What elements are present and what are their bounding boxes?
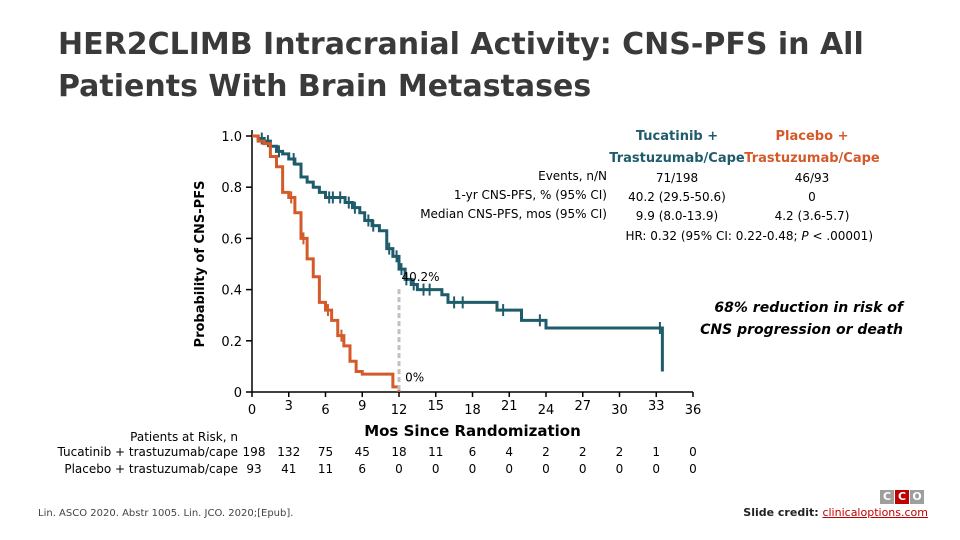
x-tick-label: 3 (285, 399, 293, 414)
risk-count: 0 (652, 462, 660, 476)
risk-count: 2 (542, 445, 550, 459)
risk-count: 0 (579, 462, 587, 476)
placebo-12mo-label: 0% (405, 371, 424, 385)
risk-count: 4 (505, 445, 513, 459)
stats-tucatinib-value: 9.9 (8.0-13.9) (636, 209, 718, 223)
risk-count: 75 (318, 445, 333, 459)
y-tick-label: 0.2 (221, 335, 242, 350)
tucatinib-header: Tucatinib + (636, 129, 718, 144)
slide-credit: Slide credit: clinicaloptions.com (743, 506, 928, 519)
risk-count: 0 (432, 462, 440, 476)
risk-table-header: Patients at Risk, n (130, 430, 238, 444)
y-axis-label: Probability of CNS-PFS (193, 181, 208, 348)
x-tick-label: 30 (611, 403, 628, 418)
x-axis-label: Mos Since Randomization (364, 422, 581, 440)
tucatinib-12mo-label: 40.2% (401, 270, 439, 284)
logo-letter-3: O (910, 490, 924, 504)
chart-axes: 00.20.40.60.81.00 3 6 9 12 15 18 21 24 27 30 33 36Mo… (193, 130, 701, 440)
credit-label: Slide credit: (743, 506, 823, 519)
risk-count: 2 (579, 445, 587, 459)
logo-letter-2: C (895, 490, 909, 504)
risk-count: 0 (542, 462, 550, 476)
risk-count: 0 (395, 462, 403, 476)
page-title: HER2CLIMB Intracranial Activity: CNS-PFS… (58, 27, 864, 104)
risk-reduction-text: 68% reduction in risk of (714, 300, 904, 316)
stats-row-label: Events, n/N (538, 169, 607, 183)
x-tick-label: 0 (248, 403, 256, 418)
x-tick-label: 24 (538, 403, 555, 418)
x-tick-label: 12 (391, 403, 408, 418)
risk-count: 93 (246, 462, 261, 476)
logo-letter-1: C (880, 490, 894, 504)
risk-count: 2 (616, 445, 624, 459)
chart-annotations: 40.2% 0% 68% reduction in risk of CNS progr… (397, 270, 905, 392)
hr-p-symbol: P (801, 229, 809, 243)
y-tick-label: 0.4 (221, 284, 242, 299)
risk-count: 6 (358, 462, 366, 476)
y-tick-label: 0.6 (221, 232, 242, 247)
risk-count: 41 (281, 462, 296, 476)
y-tick-label: 1.0 (221, 130, 242, 145)
x-tick-label: 6 (321, 403, 329, 418)
stats-row-label: Median CNS-PFS, mos (95% CI) (420, 207, 607, 221)
placebo-header: Placebo + (776, 129, 849, 144)
risk-count: 0 (469, 462, 477, 476)
risk-count: 45 (355, 445, 370, 459)
x-tick-label: 18 (464, 403, 481, 418)
placebo-curve (252, 134, 401, 392)
risk-count: 0 (689, 462, 697, 476)
risk-count: 18 (391, 445, 406, 459)
placebo-header: Trastuzumab/Cape (744, 151, 880, 166)
risk-count: 6 (469, 445, 477, 459)
x-tick-label: 15 (427, 399, 444, 414)
footnote: Lin. ASCO 2020. Abstr 1005. Lin. JCO. 20… (38, 508, 294, 519)
stats-tucatinib-value: 71/198 (656, 171, 698, 185)
stats-tucatinib-value: 40.2 (29.5-50.6) (628, 190, 726, 204)
x-tick-label: 33 (648, 399, 665, 414)
risk-count: 1 (652, 445, 660, 459)
risk-row-label: Tucatinib + trastuzumab/cape (57, 445, 238, 459)
risk-count: 132 (277, 445, 300, 459)
credit-link[interactable]: clinicaloptions.com (822, 506, 928, 519)
tucatinib-curve (252, 134, 664, 372)
x-tick-label: 21 (501, 399, 518, 414)
tucatinib-header: Trastuzumab/Cape (609, 151, 745, 166)
x-tick-label: 36 (685, 403, 702, 418)
stats-table: Tucatinib + Trastuzumab/Cape Placebo + Tras… (420, 129, 880, 243)
risk-count: 11 (318, 462, 333, 476)
hr-text: < .00001) (809, 229, 873, 243)
hr-text: HR: 0.32 (95% CI: 0.22-0.48; (625, 229, 801, 243)
risk-count: 11 (428, 445, 443, 459)
risk-count: 0 (689, 445, 697, 459)
hazard-ratio: HR: 0.32 (95% CI: 0.22-0.48; P < .00001) (625, 229, 873, 243)
stats-placebo-value: 46/93 (795, 171, 830, 185)
cco-logo: C C O (880, 490, 924, 504)
stats-row-label: 1-yr CNS-PFS, % (95% CI) (454, 188, 607, 202)
stats-placebo-value: 0 (808, 190, 816, 204)
risk-count: 0 (505, 462, 513, 476)
risk-reduction-text: CNS progression or death (700, 322, 903, 338)
x-tick-label: 27 (574, 399, 591, 414)
chart-series (252, 132, 664, 392)
risk-count: 198 (243, 445, 266, 459)
x-tick-label: 9 (358, 399, 366, 414)
risk-count: 0 (616, 462, 624, 476)
y-tick-label: 0.8 (221, 181, 242, 196)
stats-placebo-value: 4.2 (3.6-5.7) (775, 209, 850, 223)
risk-row-label: Placebo + trastuzumab/cape (64, 462, 238, 476)
y-tick-label: 0 (234, 386, 242, 401)
